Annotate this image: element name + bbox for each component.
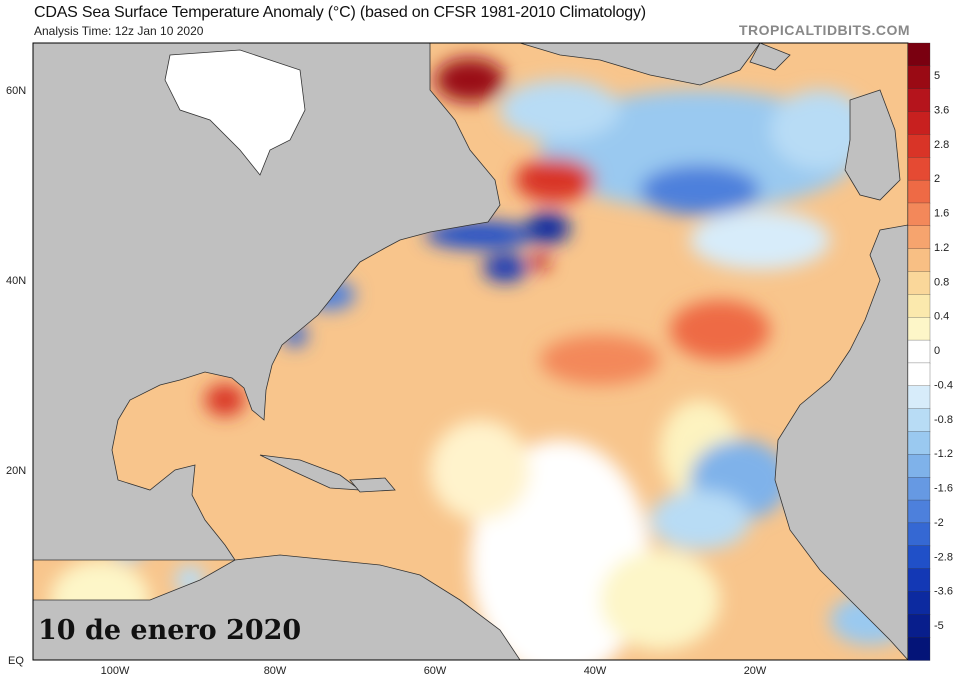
colorbar-swatch xyxy=(907,385,931,410)
lat-label: 40N xyxy=(6,275,26,287)
colorbar-swatch xyxy=(907,179,931,204)
colorbar-swatch xyxy=(907,225,931,250)
colorbar-swatch xyxy=(907,157,931,181)
colorbar-swatch xyxy=(907,408,931,433)
colorbar-label: 2.8 xyxy=(934,139,949,151)
colorbar-swatch xyxy=(907,134,931,158)
iceland xyxy=(749,43,791,71)
colorbar-label: -1.2 xyxy=(934,448,953,460)
europe-africa xyxy=(774,80,908,660)
lon-label: 40W xyxy=(584,665,607,677)
colorbar-labels: 5 3.6 2.8 2 1.6 1.2 0.8 0.4 0 -0.4 -0.8 -1.2 -1.6 -2 -… xyxy=(934,70,953,632)
colorbar-label: -5 xyxy=(934,620,944,632)
brand-watermark: TROPICALTIDBITS.COM xyxy=(738,22,910,38)
colorbar-swatch xyxy=(907,499,931,524)
colorbar-swatch xyxy=(907,111,931,136)
colorbar-label: 0.8 xyxy=(934,276,949,288)
hudson-bay xyxy=(164,49,306,176)
colorbar xyxy=(907,42,931,661)
colorbar-swatch xyxy=(907,88,931,113)
colorbar-swatch xyxy=(907,362,931,387)
colorbar-swatch xyxy=(907,545,931,570)
colorbar-swatch xyxy=(907,202,931,227)
colorbar-swatch xyxy=(907,42,931,67)
colorbar-label: 3.6 xyxy=(934,104,949,116)
lon-label: 60W xyxy=(424,665,447,677)
colorbar-label: -2.8 xyxy=(934,551,953,563)
colorbar-swatch xyxy=(907,522,931,547)
colorbar-label: 5 xyxy=(934,70,940,82)
land-masses xyxy=(33,43,908,660)
colorbar-swatch xyxy=(907,636,931,661)
greenland xyxy=(519,43,761,86)
colorbar-label: 0.4 xyxy=(934,311,949,323)
colorbar-swatch xyxy=(907,65,931,90)
colorbar-label: -1.6 xyxy=(934,483,953,495)
colorbar-label: 2 xyxy=(934,173,940,185)
lon-label: 20W xyxy=(744,665,767,677)
colorbar-swatch xyxy=(907,294,931,318)
chart-title: CDAS Sea Surface Temperature Anomaly (°C… xyxy=(34,4,646,21)
british-isles xyxy=(844,89,901,201)
colorbar-swatch xyxy=(907,431,931,455)
colorbar-label: -2 xyxy=(934,517,944,529)
colorbar-swatch xyxy=(907,271,931,296)
colorbar-swatch xyxy=(907,614,931,638)
date-annotation: 10 de enero 2020 xyxy=(38,615,302,646)
colorbar-swatch xyxy=(907,568,931,593)
colorbar-label: 0 xyxy=(934,345,940,357)
lat-label: EQ xyxy=(8,655,24,667)
north-america xyxy=(33,43,501,561)
colorbar-swatch xyxy=(907,591,931,615)
colorbar-label: 1.2 xyxy=(934,242,949,254)
colorbar-swatch xyxy=(907,317,931,341)
colorbar-swatch xyxy=(907,454,931,478)
colorbar-label: 1.6 xyxy=(934,208,949,220)
colorbar-swatch xyxy=(907,339,931,364)
colorbar-swatch xyxy=(907,477,931,501)
south-america xyxy=(33,554,521,660)
colorbar-label: -0.4 xyxy=(934,379,953,391)
latitude-labels: 60N 40N 20N EQ xyxy=(6,85,26,667)
anomaly-field xyxy=(35,58,908,660)
lat-label: 60N xyxy=(6,85,26,97)
lat-label: 20N xyxy=(6,465,26,477)
colorbar-label: -3.6 xyxy=(934,586,953,598)
lon-label: 100W xyxy=(101,665,130,677)
colorbar-swatch xyxy=(907,248,931,273)
colorbar-label: -0.8 xyxy=(934,414,953,426)
analysis-time: Analysis Time: 12z Jan 10 2020 xyxy=(34,24,204,38)
longitude-labels: 100W 80W 60W 40W 20W xyxy=(101,665,767,677)
lon-label: 80W xyxy=(264,665,287,677)
hispaniola xyxy=(349,477,396,493)
